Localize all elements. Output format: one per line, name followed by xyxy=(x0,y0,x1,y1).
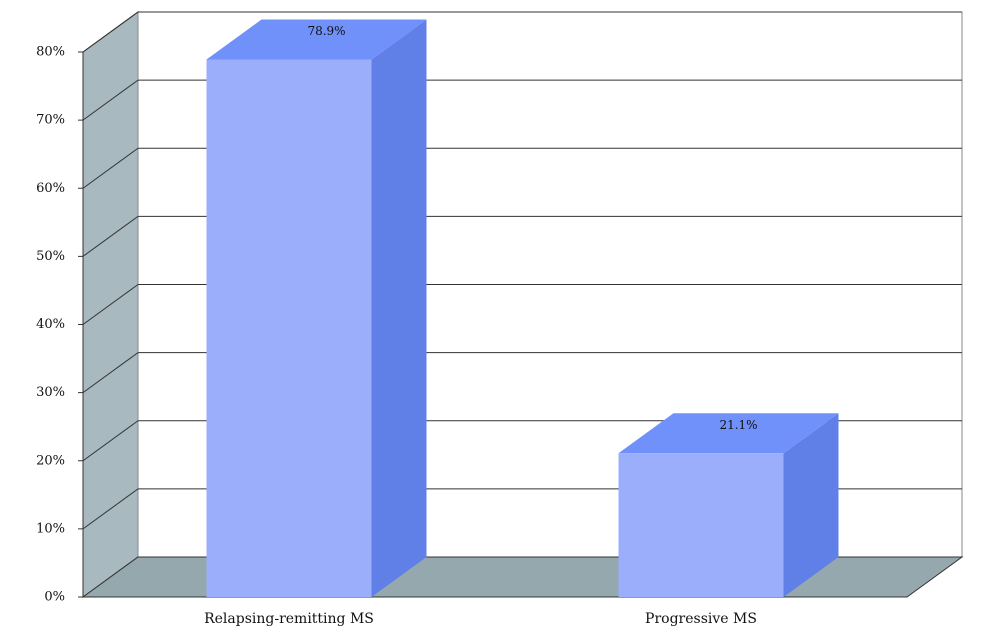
grid-line-side xyxy=(82,79,139,121)
y-tick-label: 40% xyxy=(36,317,65,332)
grid-line-side xyxy=(82,215,139,257)
y-tick-label: 70% xyxy=(36,113,65,128)
x-tick-label: Relapsing-remitting MS xyxy=(204,611,374,627)
grid-line-side xyxy=(82,147,139,189)
bar-top xyxy=(618,413,839,454)
data-label: 78.9% xyxy=(307,24,345,38)
grid-line-side xyxy=(82,11,139,53)
y-tick-label: 30% xyxy=(36,385,65,400)
y-tick-label: 0% xyxy=(44,590,65,605)
bar-top xyxy=(206,19,427,60)
y-tick-label: 20% xyxy=(36,453,65,468)
grid-line-side xyxy=(82,420,139,462)
bar xyxy=(206,59,372,597)
bars: 78.9% 21.1% xyxy=(206,19,839,597)
y-tick-label: 80% xyxy=(36,45,65,60)
x-tick-label: Progressive MS xyxy=(645,611,757,627)
grid-line-side xyxy=(82,284,139,325)
y-tick-label: 50% xyxy=(36,249,65,264)
grid-line-side xyxy=(82,352,139,394)
grid-line-side xyxy=(82,488,139,530)
bar-side xyxy=(371,19,427,597)
y-tick-label: 60% xyxy=(36,181,65,196)
y-tick-label: 10% xyxy=(36,521,65,536)
bar xyxy=(618,453,784,597)
bar-side xyxy=(783,413,839,597)
data-label: 21.1% xyxy=(719,418,757,432)
